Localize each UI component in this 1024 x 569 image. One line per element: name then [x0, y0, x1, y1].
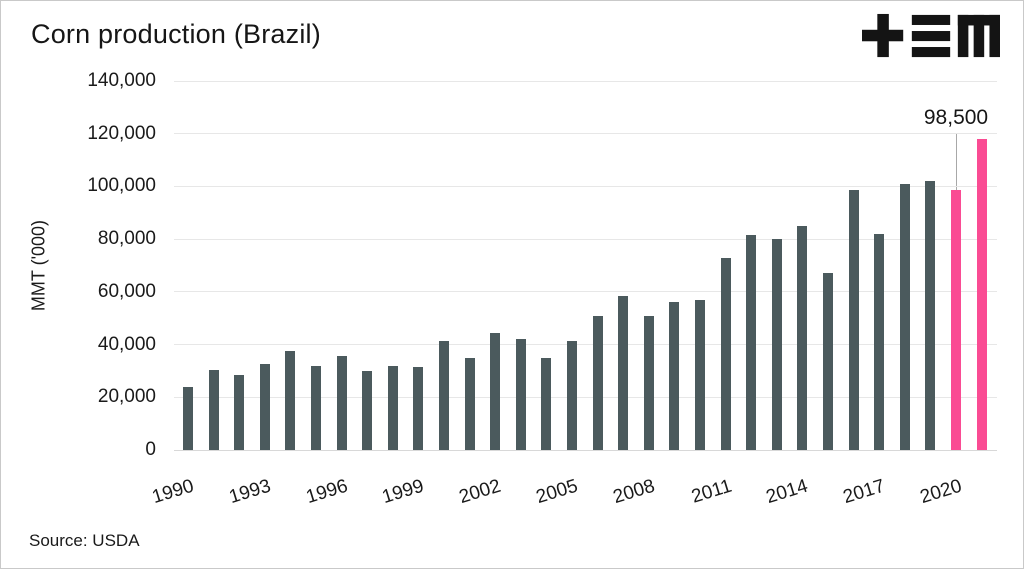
bar-2008 [643, 315, 654, 450]
y-tick-label: 140,000 [87, 70, 156, 91]
bar-1990 [183, 386, 193, 450]
bar-2002 [490, 332, 501, 450]
gridline [174, 133, 997, 135]
bar-1996 [336, 356, 347, 450]
gridline [174, 344, 997, 346]
bar-2015 [823, 273, 833, 450]
source-note: Source: USDA [29, 531, 140, 550]
y-tick-label: 0 [145, 439, 156, 460]
gridline [174, 238, 997, 240]
bar-2005 [567, 340, 577, 450]
x-tick-label: 2005 [533, 475, 581, 509]
bar-2003 [515, 339, 526, 450]
annotation-leader-line [955, 134, 957, 191]
x-tick-label: 2020 [917, 475, 965, 509]
bar-2001 [464, 357, 475, 450]
y-axis-title: MMT ('000) [28, 219, 49, 312]
y-tick-label: 60,000 [97, 280, 156, 302]
bar-2016 [848, 190, 859, 450]
x-tick-label: 2017 [840, 475, 888, 509]
bar-2007 [618, 295, 629, 450]
x-tick-label: 1993 [226, 475, 274, 509]
bar-2000 [439, 340, 449, 450]
x-tick-label: 2008 [610, 475, 658, 509]
bar-2006 [592, 315, 603, 450]
chart-title: Corn production (Brazil) [31, 19, 321, 49]
gridline [174, 185, 997, 187]
x-tick-label: 2011 [688, 475, 734, 508]
y-tick-label: 100,000 [87, 175, 156, 197]
bar-1998 [387, 365, 398, 450]
bar-2012 [746, 235, 757, 450]
x-tick-label: 1996 [303, 475, 350, 509]
bar-2004 [541, 357, 552, 450]
x-tick-label: 2002 [456, 475, 504, 509]
bar-1994 [285, 351, 296, 450]
y-tick-label: 40,000 [97, 333, 156, 355]
bar-2019 [925, 181, 936, 450]
y-tick-label: 80,000 [97, 228, 156, 250]
bar-2013 [771, 239, 782, 450]
bar-2010 [695, 299, 705, 450]
gridline [174, 291, 997, 293]
bar-2020 [951, 190, 961, 450]
bar-2011 [720, 257, 731, 450]
gridline [174, 449, 997, 451]
bar-1995 [311, 365, 321, 450]
bar-2014 [797, 225, 808, 450]
x-tick-label: 1999 [380, 475, 427, 509]
bar-2009 [669, 302, 680, 450]
bar-1999 [413, 366, 424, 450]
bar-1997 [362, 370, 373, 450]
annotation-value: 98,500 [923, 106, 989, 129]
y-tick-label: 20,000 [97, 386, 156, 408]
x-tick-label: 2014 [764, 475, 811, 509]
gridline [174, 396, 997, 398]
bar-2021 [976, 138, 987, 450]
bar-1991 [208, 369, 219, 450]
y-tick-label: 120,000 [87, 122, 156, 144]
bar-1993 [259, 364, 270, 450]
x-tick-label: 1990 [149, 475, 197, 509]
bar-1992 [234, 374, 245, 450]
tem-logo-icon [862, 13, 1000, 58]
bar-2017 [874, 233, 885, 450]
gridline [174, 80, 997, 82]
bar-2018 [899, 183, 910, 450]
